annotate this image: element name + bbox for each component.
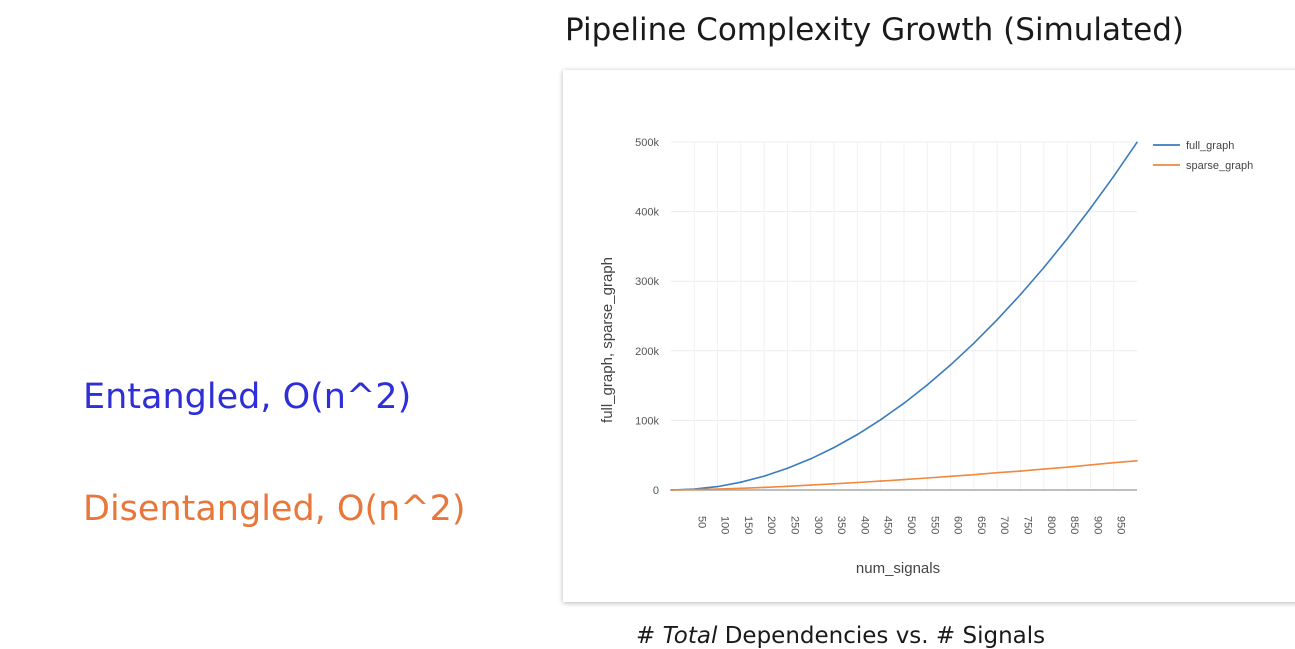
y-tick-label: 0 bbox=[653, 485, 659, 497]
data-point bbox=[1089, 464, 1092, 466]
data-point bbox=[786, 485, 789, 488]
data-point bbox=[879, 480, 882, 482]
x-tick-label: 100 bbox=[719, 516, 731, 534]
x-tick-label: 250 bbox=[789, 516, 801, 534]
caption-emphasis: Total bbox=[662, 623, 718, 649]
x-tick-label: 850 bbox=[1068, 516, 1080, 534]
x-tick-label: 400 bbox=[858, 516, 870, 534]
data-point bbox=[949, 364, 952, 366]
x-tick-label: 450 bbox=[882, 516, 894, 534]
x-tick-label: 750 bbox=[1022, 516, 1034, 534]
y-axis-label: full_graph, sparse_graph bbox=[599, 257, 616, 423]
data-point bbox=[1043, 266, 1045, 269]
y-tick-label: 500k bbox=[635, 137, 659, 149]
x-tick-label: 300 bbox=[812, 516, 824, 534]
x-axis-label: num_signals bbox=[856, 560, 940, 577]
data-point bbox=[1043, 468, 1045, 470]
data-point bbox=[670, 489, 672, 491]
slide-title: Pipeline Complexity Growth (Simulated) bbox=[565, 12, 1185, 48]
data-point bbox=[1136, 459, 1138, 462]
data-point bbox=[1066, 238, 1068, 240]
line-chart: 0 100k 200k 300k 400k 500k 50 100 150 200 250 300 35… bbox=[599, 137, 1253, 577]
disentangled-label: Disentangled, O(n^2) bbox=[83, 489, 466, 529]
chart-card: 0 100k 200k 300k 400k 500k 50 100 150 200 250 300 35… bbox=[563, 70, 1295, 602]
data-point bbox=[996, 471, 998, 474]
x-tick-label: 600 bbox=[952, 516, 964, 534]
data-point bbox=[856, 481, 859, 484]
data-point bbox=[973, 473, 975, 476]
caption-prefix: # bbox=[636, 623, 663, 649]
data-point bbox=[903, 478, 905, 481]
y-tick-label: 100k bbox=[635, 415, 659, 427]
data-point bbox=[1136, 141, 1138, 144]
x-tick-label: 650 bbox=[975, 516, 987, 534]
data-point bbox=[740, 487, 742, 490]
data-point bbox=[763, 486, 765, 489]
data-point bbox=[996, 318, 998, 321]
data-point bbox=[879, 418, 882, 421]
data-point bbox=[1112, 461, 1115, 464]
data-point bbox=[693, 488, 696, 491]
y-tick-label: 200k bbox=[635, 346, 659, 358]
entangled-label: Entangled, O(n^2) bbox=[83, 377, 412, 417]
legend-label: sparse_graph bbox=[1186, 160, 1253, 172]
y-tick-label: 300k bbox=[635, 276, 659, 288]
y-tick-label: 400k bbox=[635, 207, 659, 219]
data-point bbox=[833, 446, 835, 449]
data-point bbox=[903, 402, 905, 404]
data-point bbox=[810, 484, 812, 486]
data-point bbox=[786, 467, 789, 470]
data-point bbox=[716, 485, 719, 488]
x-tick-label: 50 bbox=[695, 516, 707, 528]
data-point bbox=[810, 457, 812, 460]
data-point bbox=[1066, 466, 1068, 468]
data-point bbox=[926, 384, 929, 386]
legend-label: full_graph bbox=[1186, 140, 1234, 152]
caption-suffix: Dependencies vs. # Signals bbox=[717, 623, 1046, 649]
x-tick-label: 500 bbox=[905, 516, 917, 534]
data-point bbox=[716, 488, 719, 490]
data-point bbox=[740, 481, 742, 484]
x-tick-label: 550 bbox=[928, 516, 940, 534]
data-point bbox=[973, 342, 975, 344]
data-point bbox=[926, 477, 929, 479]
x-tick-label: 800 bbox=[1045, 516, 1057, 534]
data-point bbox=[1112, 175, 1115, 178]
data-point bbox=[833, 483, 835, 485]
data-point bbox=[763, 475, 765, 477]
data-point bbox=[1019, 470, 1022, 472]
data-point bbox=[1019, 293, 1022, 296]
x-tick-label: 900 bbox=[1091, 516, 1103, 534]
data-point bbox=[949, 475, 952, 478]
x-tick-label: 350 bbox=[835, 516, 847, 534]
x-tick-label: 200 bbox=[765, 516, 777, 534]
x-tick-label: 700 bbox=[998, 516, 1010, 534]
data-point bbox=[856, 433, 859, 436]
data-point bbox=[1089, 207, 1092, 210]
x-tick-label: 950 bbox=[1115, 516, 1127, 534]
chart-caption: # Total Dependencies vs. # Signals bbox=[636, 623, 1045, 649]
x-tick-label: 150 bbox=[742, 516, 754, 534]
